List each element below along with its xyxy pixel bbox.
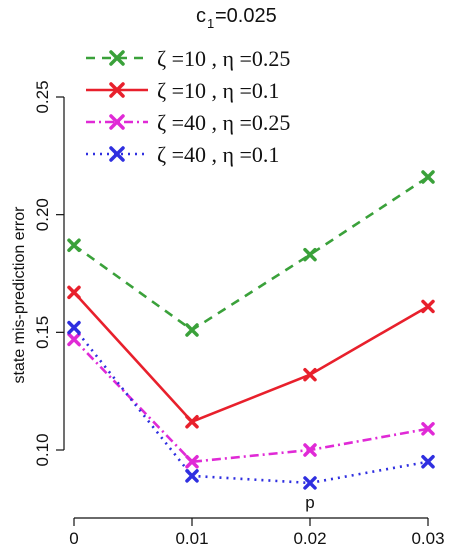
- x-tick-label: 0.03: [411, 529, 444, 548]
- legend-entry-2: ζ =10 , η =0.1: [86, 78, 279, 103]
- y-tick-label: 0.20: [33, 198, 52, 231]
- legend-marker: [109, 82, 125, 98]
- y-tick-label: 0.15: [33, 316, 52, 349]
- data-point: [67, 320, 81, 335]
- marker-stroke: [303, 367, 317, 382]
- series-4: [67, 320, 435, 490]
- legend-marker: [109, 114, 125, 130]
- marker-stroke: [185, 323, 199, 337]
- legend-entry-4: ζ =40 , η =0.1: [86, 142, 279, 167]
- series-line: [73, 175, 429, 332]
- marker-stroke: [303, 476, 317, 490]
- data-point: [421, 170, 435, 184]
- marker-stroke: [67, 285, 81, 300]
- axes: 0.10 0.15 0.20 0.25 0 0.01 0.02 0.03: [33, 80, 445, 548]
- legend-entry-3: ζ =40 , η =0.25: [86, 110, 290, 135]
- y-axis-label: state mis-prediction error: [11, 206, 28, 384]
- data-point: [185, 469, 199, 483]
- series-3: [67, 332, 435, 469]
- legend-label: ζ =10 , η =0.1: [157, 78, 279, 103]
- x-tick-label: 0: [69, 529, 78, 548]
- marker-stroke: [67, 320, 81, 335]
- data-point: [303, 247, 317, 262]
- data-point: [185, 415, 199, 429]
- marker-stroke: [185, 455, 199, 469]
- marker-stroke: [303, 247, 317, 262]
- data-point: [185, 323, 199, 337]
- annotation-p: p: [305, 493, 314, 512]
- marker-stroke: [67, 332, 81, 347]
- data-point: [185, 455, 199, 469]
- data-point: [303, 476, 317, 490]
- marker-stroke: [421, 299, 435, 314]
- data-point: [421, 455, 435, 469]
- legend-marker: [109, 50, 125, 66]
- marker-stroke: [421, 170, 435, 184]
- legend: ζ =10 , η =0.25 ζ =10 , η =0.1 ζ =40 , η =…: [86, 46, 290, 167]
- x-tick-label: 0.01: [175, 529, 208, 548]
- marker-stroke: [67, 238, 81, 253]
- chart-title-subscript: 1: [207, 16, 214, 31]
- legend-label: ζ =10 , η =0.25: [157, 46, 290, 71]
- data-point: [67, 285, 81, 300]
- marker-stroke: [421, 455, 435, 469]
- x-tick-label: 0.02: [293, 529, 326, 548]
- series-line: [73, 338, 429, 464]
- data-point: [67, 332, 81, 347]
- chart-title-rest: =0.025: [215, 5, 277, 27]
- series-layer: [67, 170, 435, 490]
- data-point: [421, 422, 435, 436]
- legend-label: ζ =40 , η =0.25: [157, 110, 290, 135]
- series-1: [67, 170, 435, 337]
- chart-title: c 1 =0.025: [196, 5, 277, 31]
- y-tick-label: 0.10: [33, 433, 52, 466]
- legend-marker: [109, 146, 125, 162]
- marker-stroke: [303, 443, 317, 457]
- data-point: [303, 367, 317, 382]
- y-tick-label: 0.25: [33, 80, 52, 113]
- chart-title-main: c: [196, 5, 206, 27]
- data-point: [303, 443, 317, 457]
- marker-stroke: [185, 415, 199, 429]
- legend-entry-1: ζ =10 , η =0.25: [86, 46, 290, 71]
- legend-label: ζ =40 , η =0.1: [157, 142, 279, 167]
- marker-stroke: [185, 469, 199, 483]
- data-point: [421, 299, 435, 314]
- marker-stroke: [421, 422, 435, 436]
- data-point: [67, 238, 81, 253]
- series-2: [67, 285, 435, 429]
- series-line: [73, 291, 429, 424]
